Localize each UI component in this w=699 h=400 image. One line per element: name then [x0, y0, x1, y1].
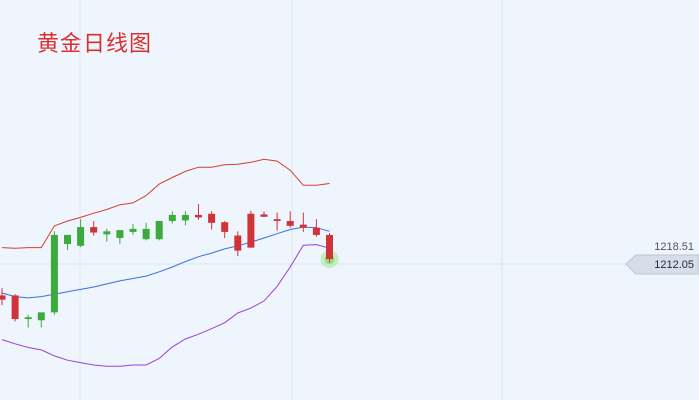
candle-body: [90, 227, 98, 233]
candle-body: [195, 214, 202, 218]
candle: [11, 294, 19, 322]
candle: [181, 211, 189, 226]
candle-body: [24, 317, 32, 320]
candle-body: [11, 295, 19, 320]
candle-body: [181, 214, 189, 221]
candle: [299, 212, 307, 232]
candle-body: [168, 214, 176, 222]
candle: [0, 288, 6, 306]
candle-body: [37, 312, 45, 321]
candle: [247, 210, 255, 248]
candle: [37, 312, 45, 328]
candle: [208, 211, 216, 230]
candle: [77, 219, 85, 248]
candle-body: [299, 224, 307, 228]
lower-band-line: [1, 244, 330, 367]
candle: [286, 211, 294, 228]
candle-body: [116, 230, 124, 238]
candle-body: [50, 234, 58, 313]
y-tick-label: 1218.51: [654, 241, 694, 253]
candle: [195, 204, 202, 220]
candle-body: [77, 227, 85, 246]
candle-body: [221, 222, 229, 232]
candle: [273, 212, 281, 231]
current-price-tag: [625, 254, 699, 275]
candle: [50, 231, 58, 315]
candle-body: [312, 227, 320, 235]
current-price-label: 1212.05: [654, 259, 694, 271]
candle: [155, 221, 163, 241]
candle-body: [64, 234, 71, 245]
candle: [116, 230, 124, 245]
candle: [129, 224, 137, 235]
upper-band-line: [1, 158, 330, 249]
candle-body: [0, 295, 6, 300]
candle: [312, 219, 320, 237]
candle: [234, 231, 242, 257]
candle: [168, 211, 176, 224]
candle: [90, 221, 98, 236]
candle-body: [234, 235, 242, 251]
candle-body: [326, 234, 333, 260]
candle: [64, 234, 71, 251]
candle-body: [129, 228, 137, 232]
candle-body: [260, 214, 268, 217]
candle-body: [208, 213, 216, 223]
candle: [142, 222, 150, 241]
candle: [260, 211, 268, 217]
candle-body: [286, 221, 294, 226]
candle: [221, 221, 229, 238]
candle-body: [155, 221, 163, 240]
chart-title: 黄金日线图: [37, 32, 153, 57]
candle-body: [273, 219, 281, 222]
candle: [103, 228, 111, 242]
candle: [24, 314, 32, 328]
candle-body: [142, 228, 150, 240]
candle: [326, 233, 333, 263]
candle-body: [103, 231, 111, 235]
candle-body: [247, 213, 255, 248]
